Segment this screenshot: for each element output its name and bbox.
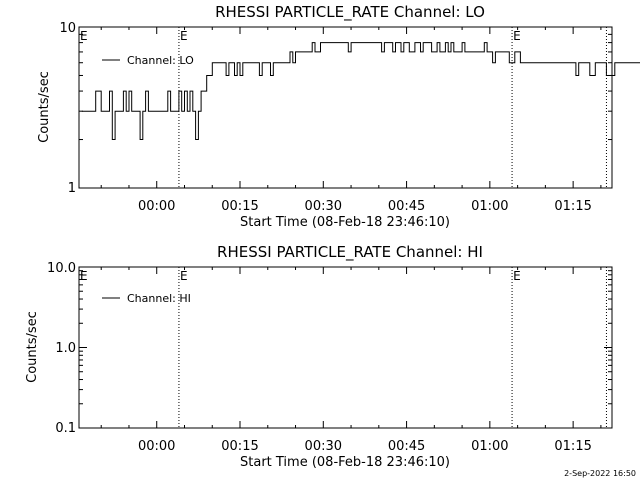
- hi-x-tick-label: 00:30: [305, 439, 342, 454]
- hi-channel-panel: RHESSI PARTICLE_RATE Channel: HI Counts/…: [25, 243, 613, 470]
- hi-event-marker-label: E: [513, 269, 521, 283]
- hi-chart-title: RHESSI PARTICLE_RATE Channel: HI: [217, 243, 483, 262]
- hi-y-tick-label: 10.0: [47, 261, 76, 276]
- hi-event-marker-label: E: [180, 269, 188, 283]
- lo-event-marker-label: E: [513, 29, 521, 43]
- lo-plot-frame: [78, 26, 613, 189]
- lo-y-axis-label: Counts/sec: [37, 71, 52, 143]
- lo-chart-title: RHESSI PARTICLE_RATE Channel: LO: [215, 3, 485, 22]
- lo-y-tick-label: 1: [68, 181, 76, 196]
- hi-x-axis-label: Start Time (08-Feb-18 23:46:10): [240, 455, 450, 470]
- generation-timestamp: 2-Sep-2022 16:50: [564, 469, 636, 478]
- hi-y-tick-label: 1.0: [55, 341, 76, 356]
- hi-x-tick-label: 00:45: [388, 439, 425, 454]
- hi-x-tick-label: 01:15: [554, 439, 591, 454]
- lo-x-axis-label: Start Time (08-Feb-18 23:46:10): [240, 215, 450, 230]
- lo-x-tick-label: 00:15: [221, 199, 258, 214]
- lo-channel-panel: RHESSI PARTICLE_RATE Channel: LO Counts/…: [37, 3, 640, 230]
- hi-legend-label: Channel: HI: [127, 292, 191, 305]
- lo-x-tick-label: 00:30: [305, 199, 342, 214]
- lo-series-line: [81, 42, 640, 140]
- hi-y-axis-label: Counts/sec: [25, 311, 40, 383]
- hi-x-tick-label: 01:00: [471, 439, 508, 454]
- lo-x-tick-label: 00:00: [138, 199, 175, 214]
- lo-x-tick-label: 01:15: [554, 199, 591, 214]
- hi-event-marker-label: E: [80, 269, 88, 283]
- lo-legend-label: Channel: LO: [127, 54, 194, 67]
- lo-event-marker-label: E: [80, 29, 88, 43]
- lo-y-tick-label: 10: [59, 21, 76, 36]
- lo-x-tick-label: 00:45: [388, 199, 425, 214]
- hi-y-tick-label: 0.1: [55, 421, 76, 436]
- lo-x-tick-label: 01:00: [471, 199, 508, 214]
- lo-event-marker-label: E: [180, 29, 188, 43]
- hi-x-tick-label: 00:00: [138, 439, 175, 454]
- hi-x-tick-label: 00:15: [221, 439, 258, 454]
